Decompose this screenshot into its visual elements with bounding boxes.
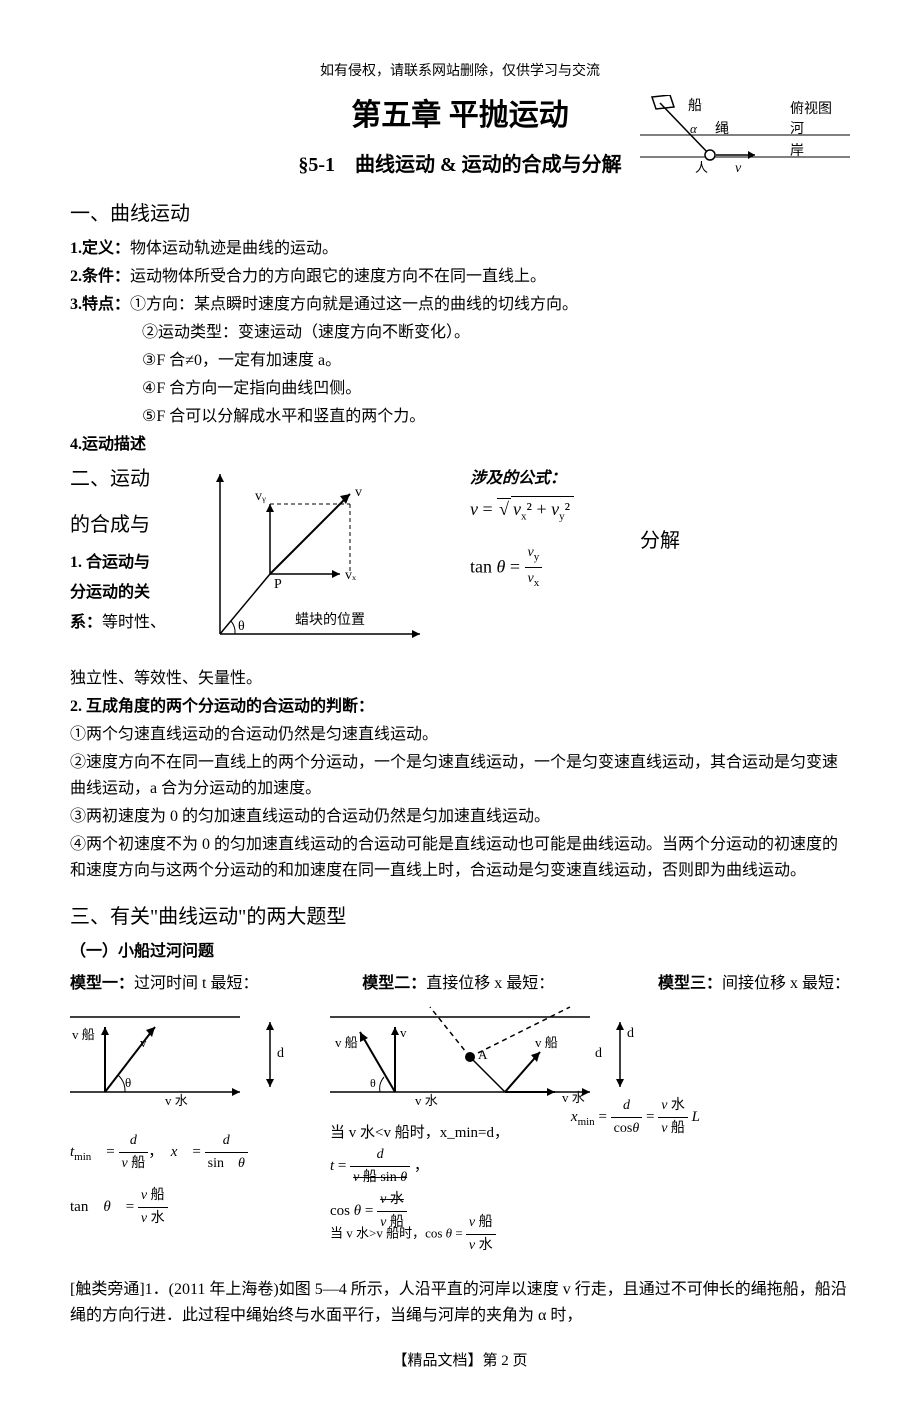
- lbl-vy: vᵧ: [255, 489, 266, 504]
- sec3-sub1: （一）小船过河问题: [70, 939, 850, 965]
- m2-txt: 直接位移 x 最短：: [426, 975, 554, 992]
- s2-l1c-tail: 等时性、: [102, 614, 166, 631]
- heading-3: 三、有关"曲线运动"的两大题型: [70, 900, 850, 929]
- lbl-caption: 蜡块的位置: [295, 612, 365, 628]
- text-1: 物体运动轨迹是曲线的运动。: [130, 240, 338, 257]
- s2-line2: 独立性、等效性、矢量性。: [70, 666, 850, 692]
- m1-theta: θ: [125, 1075, 131, 1090]
- model2-box: v 船 v θ v 水 A v 船 v 水 d: [330, 997, 640, 1234]
- sub-item-1: ②运动类型：变速运动（速度方向不断变化）。: [70, 320, 850, 346]
- motion-description-block: 二、运动 的合成与 1. 合运动与 分运动的关 系：等时性、: [70, 464, 850, 664]
- s2-l1c-row: 系：等时性、: [70, 608, 190, 638]
- m1-vwater: v 水: [165, 1093, 188, 1108]
- m1-eq1: tmin = dv 船， x = dsin θ: [70, 1130, 300, 1175]
- velocity-vector-diagram: vᵧ v vₓ P θ 蜡块的位置: [200, 464, 430, 654]
- sub-item-4: ⑤F 合可以分解成水平和竖直的两个力。: [70, 404, 850, 430]
- label-bank: 岸: [790, 143, 804, 159]
- topview-diagram: 船 俯视图 α 绳 河 人 v 岸: [640, 95, 850, 175]
- document-page: 如有侵权，请联系网站删除，仅供学习与交流 第五章 平抛运动 §5-1 曲线运动 …: [0, 0, 920, 1410]
- s2-b1: ①两个匀速直线运动的合运动仍然是匀速直线运动。: [70, 722, 850, 748]
- m2-vboat2: v 船: [535, 1035, 558, 1050]
- label-3: 3.特点：: [70, 296, 130, 313]
- m1-pre: 模型一：: [70, 975, 134, 992]
- s2-l1b: 分运动的关: [70, 578, 190, 608]
- s2-b3: ③两初速度为 0 的匀加速直线运动的合运动仍然是匀加速直线运动。: [70, 804, 850, 830]
- m2-eq-xmin: xmin = dcosθ = v 水v 船 L: [571, 1095, 700, 1140]
- s2-line3: 2. 互成角度的两个分运动的合运动的判断：: [70, 694, 850, 720]
- sec2-left-text: 二、运动 的合成与 1. 合运动与 分运动的关 系：等时性、: [70, 464, 190, 638]
- models-diagrams: v 船 v v 水 θ d tmin = dv 船， x = dsin θ ta…: [70, 997, 850, 1307]
- label-topview-title: 俯视图: [790, 101, 832, 117]
- label-v: v: [735, 161, 742, 175]
- m3-txt: 间接位移 x 最短：: [722, 975, 850, 992]
- text-3: ①方向：某点瞬时速度方向就是通过这一点的曲线的切线方向。: [130, 296, 578, 313]
- m2-cond2: 当 v 水>v 船时，cos θ = v 船v 水: [330, 1212, 496, 1257]
- heading-2a: 二、运动: [70, 464, 190, 494]
- m1-d: d: [277, 1046, 284, 1061]
- label-boat: 船: [688, 98, 702, 114]
- page-footer: 【精品文档】第 2 页: [70, 1349, 850, 1370]
- formula-title: 涉及的公式：: [470, 464, 670, 488]
- label-rope: 绳: [715, 121, 729, 137]
- label-person: 人: [695, 160, 708, 175]
- disclaimer-note: 如有侵权，请联系网站删除，仅供学习与交流: [70, 60, 850, 80]
- model3-label: 模型三：间接位移 x 最短：: [658, 969, 850, 993]
- sub-item-2: ③F 合≠0，一定有加速度 a。: [70, 348, 850, 374]
- m2-vwater: v 水: [415, 1093, 438, 1108]
- m1-eq2: tan θ = v 船v 水: [70, 1185, 300, 1230]
- def-line-2: 2.条件：运动物体所受合力的方向跟它的速度方向不在同一直线上。: [70, 264, 850, 290]
- label-2: 2.条件：: [70, 268, 130, 285]
- item4-label: 4.运动描述: [70, 432, 850, 458]
- m1-txt: 过河时间 t 最短：: [134, 975, 258, 992]
- model1-svg: v 船 v v 水 θ d: [70, 997, 300, 1117]
- label-alpha: α: [690, 121, 698, 136]
- m2-v: v: [400, 1025, 407, 1040]
- s2-b2: ②速度方向不在同一直线上的两个分运动，一个是匀速直线运动，一个是匀变速直线运动，…: [70, 750, 850, 802]
- model1-box: v 船 v v 水 θ d tmin = dv 船， x = dsin θ ta…: [70, 997, 300, 1230]
- m2-theta: θ: [370, 1076, 376, 1090]
- label-1: 1.定义：: [70, 240, 130, 257]
- heading-2c: 分解: [640, 524, 680, 553]
- s2-l1c: 系：: [70, 614, 102, 631]
- def-line-3: 3.特点：①方向：某点瞬时速度方向就是通过这一点的曲线的切线方向。: [70, 292, 850, 318]
- s2-b4: ④两个初速度不为 0 的匀加速直线运动的合运动可能是直线运动也可能是曲线运动。当…: [70, 832, 850, 884]
- model2-label: 模型二：直接位移 x 最短：: [362, 969, 554, 993]
- m3-pre: 模型三：: [658, 975, 722, 992]
- m2-eq-t: t = dv 船 sin θ ，: [330, 1144, 640, 1189]
- m2-pre: 模型二：: [362, 975, 426, 992]
- s2-l1a: 1. 合运动与: [70, 548, 190, 578]
- m2-vboat: v 船: [335, 1035, 358, 1050]
- m1-vboat: v 船: [72, 1027, 95, 1042]
- lbl-P: P: [274, 577, 282, 592]
- lbl-v: v: [355, 485, 362, 500]
- m2-d2: d: [595, 1046, 602, 1061]
- heading-2b: 的合成与: [70, 510, 190, 540]
- models-label-row: 模型一：过河时间 t 最短： 模型二：直接位移 x 最短： 模型三：间接位移 x…: [70, 969, 850, 993]
- model1-label: 模型一：过河时间 t 最短：: [70, 969, 258, 993]
- m2-d: d: [627, 1026, 634, 1041]
- m1-v: v: [140, 1035, 147, 1050]
- def-line-1: 1.定义：物体运动轨迹是曲线的运动。: [70, 236, 850, 262]
- heading-1: 一、曲线运动: [70, 197, 850, 226]
- lbl-theta: θ: [238, 619, 245, 634]
- sub-item-3: ④F 合方向一定指向曲线凹侧。: [70, 376, 850, 402]
- text-2: 运动物体所受合力的方向跟它的速度方向不在同一直线上。: [130, 268, 546, 285]
- lbl-vx: vₓ: [345, 568, 357, 583]
- label-river: 河: [790, 121, 804, 137]
